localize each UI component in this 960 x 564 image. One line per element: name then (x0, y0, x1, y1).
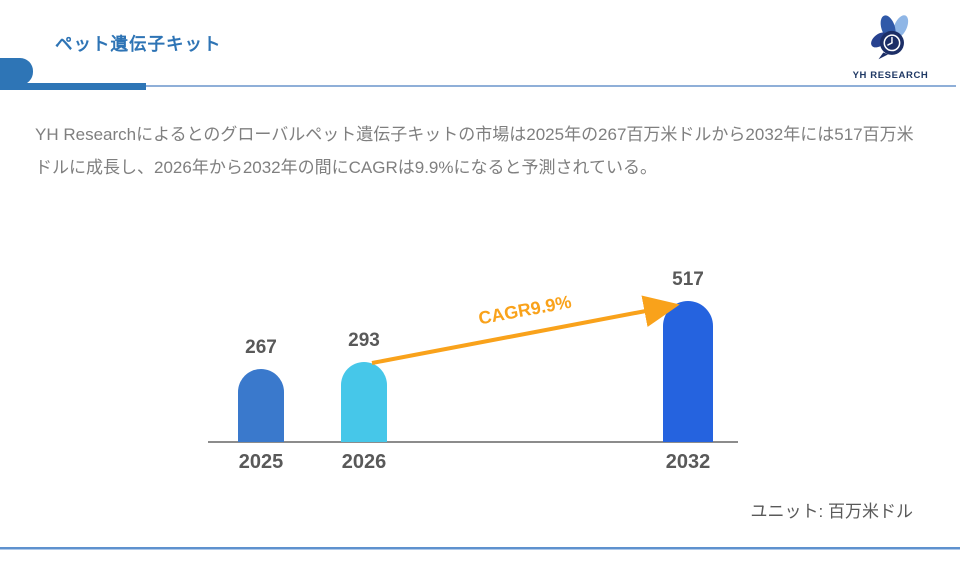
page-title: ペット遺伝子キット (55, 34, 222, 54)
value-label-2026: 293 (348, 330, 380, 351)
yh-research-logo-icon (870, 15, 908, 60)
value-label-2025: 267 (245, 337, 277, 358)
x-axis-labels: 2025 2026 2032 (0, 451, 960, 477)
x-axis-line (208, 441, 738, 443)
title-accent-tab (0, 58, 33, 85)
bottom-border-line (0, 547, 960, 550)
bar-2025 (238, 369, 284, 442)
x-axis-label-2026: 2026 (341, 451, 387, 473)
bar-2026 (341, 362, 387, 442)
yh-research-logo: YH RESEARCH (843, 14, 938, 81)
yh-research-logo-text: YH RESEARCH (852, 70, 929, 81)
x-axis-label-2025: 2025 (238, 451, 284, 473)
chart-plot: 267 293 517 (208, 269, 738, 443)
title-underline-thick (0, 83, 146, 90)
unit-label: ユニット: 百万米ドル (750, 502, 913, 521)
title-underline-thin (146, 85, 956, 87)
value-label-2032: 517 (672, 269, 704, 290)
x-axis-label-2032: 2032 (665, 451, 711, 473)
summary-text: YH Researchによるとのグローバルペット遺伝子キットの市場は2025年の… (35, 125, 914, 177)
cagr-arrow (371, 295, 680, 365)
